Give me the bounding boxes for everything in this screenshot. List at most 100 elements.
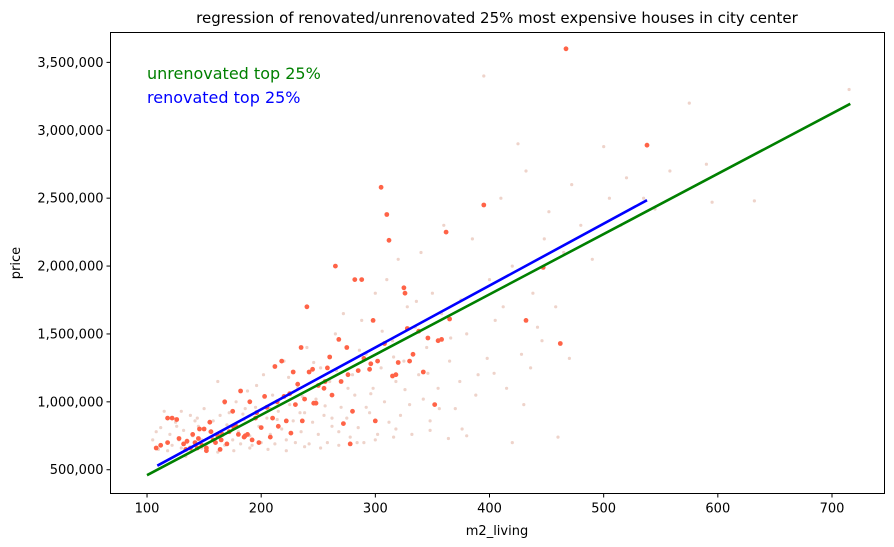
unrenovated-point	[319, 446, 323, 450]
unrenovated-point	[337, 430, 341, 434]
unrenovated-point	[426, 371, 430, 375]
unrenovated-point	[151, 438, 155, 442]
unrenovated-point	[360, 318, 364, 322]
unrenovated-point	[271, 393, 275, 397]
renovated-point	[208, 429, 214, 435]
renovated-point	[262, 394, 267, 399]
unrenovated-point	[460, 427, 464, 431]
x-tick-label: 700	[820, 502, 845, 517]
renovated-point	[275, 423, 281, 429]
unrenovated-point	[505, 386, 509, 390]
renovated-point	[153, 445, 159, 451]
x-tick-label: 300	[363, 502, 388, 517]
unrenovated-point	[273, 442, 277, 446]
unrenovated-point	[419, 250, 423, 255]
unrenovated-point	[323, 404, 327, 408]
renovated-point	[201, 426, 207, 432]
unrenovated-point	[307, 442, 311, 446]
renovated-point	[367, 366, 372, 372]
unrenovated-point	[529, 366, 533, 370]
unrenovated-point	[449, 336, 453, 340]
unrenovated-point	[392, 355, 396, 359]
renovated-point	[447, 316, 452, 322]
unrenovated-point	[170, 443, 174, 447]
unrenovated-point	[687, 101, 691, 105]
unrenovated-point	[482, 74, 486, 78]
renovated-point	[306, 369, 312, 375]
renovated-point	[304, 304, 310, 310]
renovated-point	[165, 440, 171, 445]
renovated-point	[401, 285, 407, 291]
renovated-point	[345, 372, 351, 378]
unrenovated-point	[437, 407, 441, 411]
renovated-point	[230, 408, 236, 414]
unrenovated-point	[590, 257, 594, 261]
x-tick-label: 200	[249, 502, 274, 517]
x-tick-label: 600	[705, 502, 730, 517]
unrenovated-point	[519, 352, 524, 356]
unrenovated-point	[524, 169, 528, 173]
unrenovated-point	[402, 359, 406, 363]
unrenovated-point	[325, 441, 329, 445]
unrenovated-point	[232, 449, 236, 453]
unrenovated-point	[394, 379, 398, 384]
renovated-point	[298, 345, 304, 350]
unrenovated-point	[554, 305, 558, 309]
y-tick-label: 500,000	[50, 463, 104, 478]
unrenovated-point	[275, 417, 279, 422]
renovated-point	[218, 437, 224, 443]
renovated-point	[165, 415, 171, 421]
unrenovated-point	[355, 441, 359, 445]
renovated-point	[169, 415, 175, 421]
y-tick-label: 1,000,000	[37, 395, 103, 410]
plot-frame	[110, 32, 885, 494]
unrenovated-point	[195, 416, 199, 420]
unrenovated-point	[261, 373, 266, 377]
unrenovated-point	[547, 210, 551, 214]
unrenovated-point	[668, 169, 672, 173]
renovated-point	[288, 430, 294, 436]
unrenovated-point	[330, 416, 334, 420]
y-tick-label: 2,500,000	[37, 192, 103, 207]
unrenovated-point	[453, 407, 457, 411]
unrenovated-point	[446, 436, 450, 441]
unrenovated-point	[300, 394, 304, 398]
unrenovated-point	[193, 419, 197, 423]
unrenovated-point	[276, 409, 280, 413]
unrenovated-point	[476, 373, 480, 377]
unrenovated-point	[353, 393, 357, 397]
renovated-point	[368, 361, 374, 367]
unrenovated-point	[531, 291, 535, 295]
unrenovated-point	[847, 87, 851, 92]
unrenovated-point	[166, 449, 170, 453]
unrenovated-point	[288, 403, 292, 407]
renovated-point	[336, 337, 342, 342]
y-axis: 500,000 1,000,000 1,500,000 2,000,000 2,500,…	[37, 56, 111, 478]
renovated-point	[184, 438, 190, 444]
renovated-point	[213, 440, 218, 445]
unrenovated-point	[369, 392, 373, 396]
unrenovated-point	[387, 420, 391, 424]
unrenovated-point	[348, 435, 352, 439]
renovated-point	[217, 447, 223, 452]
renovated-point	[370, 318, 376, 323]
unrenovated-point	[704, 162, 709, 166]
unrenovated-point	[280, 427, 284, 431]
unrenovated-point	[624, 176, 629, 180]
unrenovated-point	[162, 409, 166, 413]
unrenovated-point	[492, 371, 496, 375]
renovated-point	[242, 433, 248, 439]
unrenovated-point	[607, 196, 612, 200]
unrenovated-point	[398, 413, 403, 417]
unrenovated-point	[642, 196, 646, 200]
renovated-point	[204, 448, 209, 454]
unrenovated-point	[287, 375, 291, 379]
renovated-point	[256, 440, 262, 445]
renovated-point	[325, 365, 330, 371]
unrenovated-point	[485, 356, 489, 360]
renovated-point	[338, 379, 344, 384]
renovated-point	[407, 358, 412, 364]
unrenovated-point	[752, 199, 757, 203]
